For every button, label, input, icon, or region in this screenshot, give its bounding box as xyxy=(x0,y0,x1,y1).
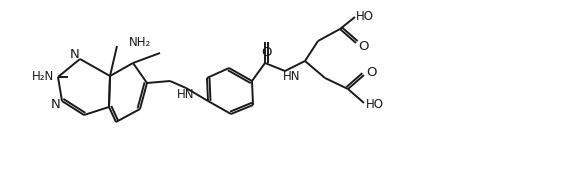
Text: HO: HO xyxy=(356,11,374,23)
Text: N: N xyxy=(51,98,61,112)
Text: N: N xyxy=(70,49,80,61)
Text: NH₂: NH₂ xyxy=(129,36,151,49)
Text: HN: HN xyxy=(283,70,301,84)
Text: O: O xyxy=(366,67,376,80)
Text: HO: HO xyxy=(366,98,384,112)
Text: H₂N: H₂N xyxy=(32,70,54,84)
Text: O: O xyxy=(261,46,271,59)
Text: O: O xyxy=(358,40,368,53)
Text: HN: HN xyxy=(177,88,195,101)
